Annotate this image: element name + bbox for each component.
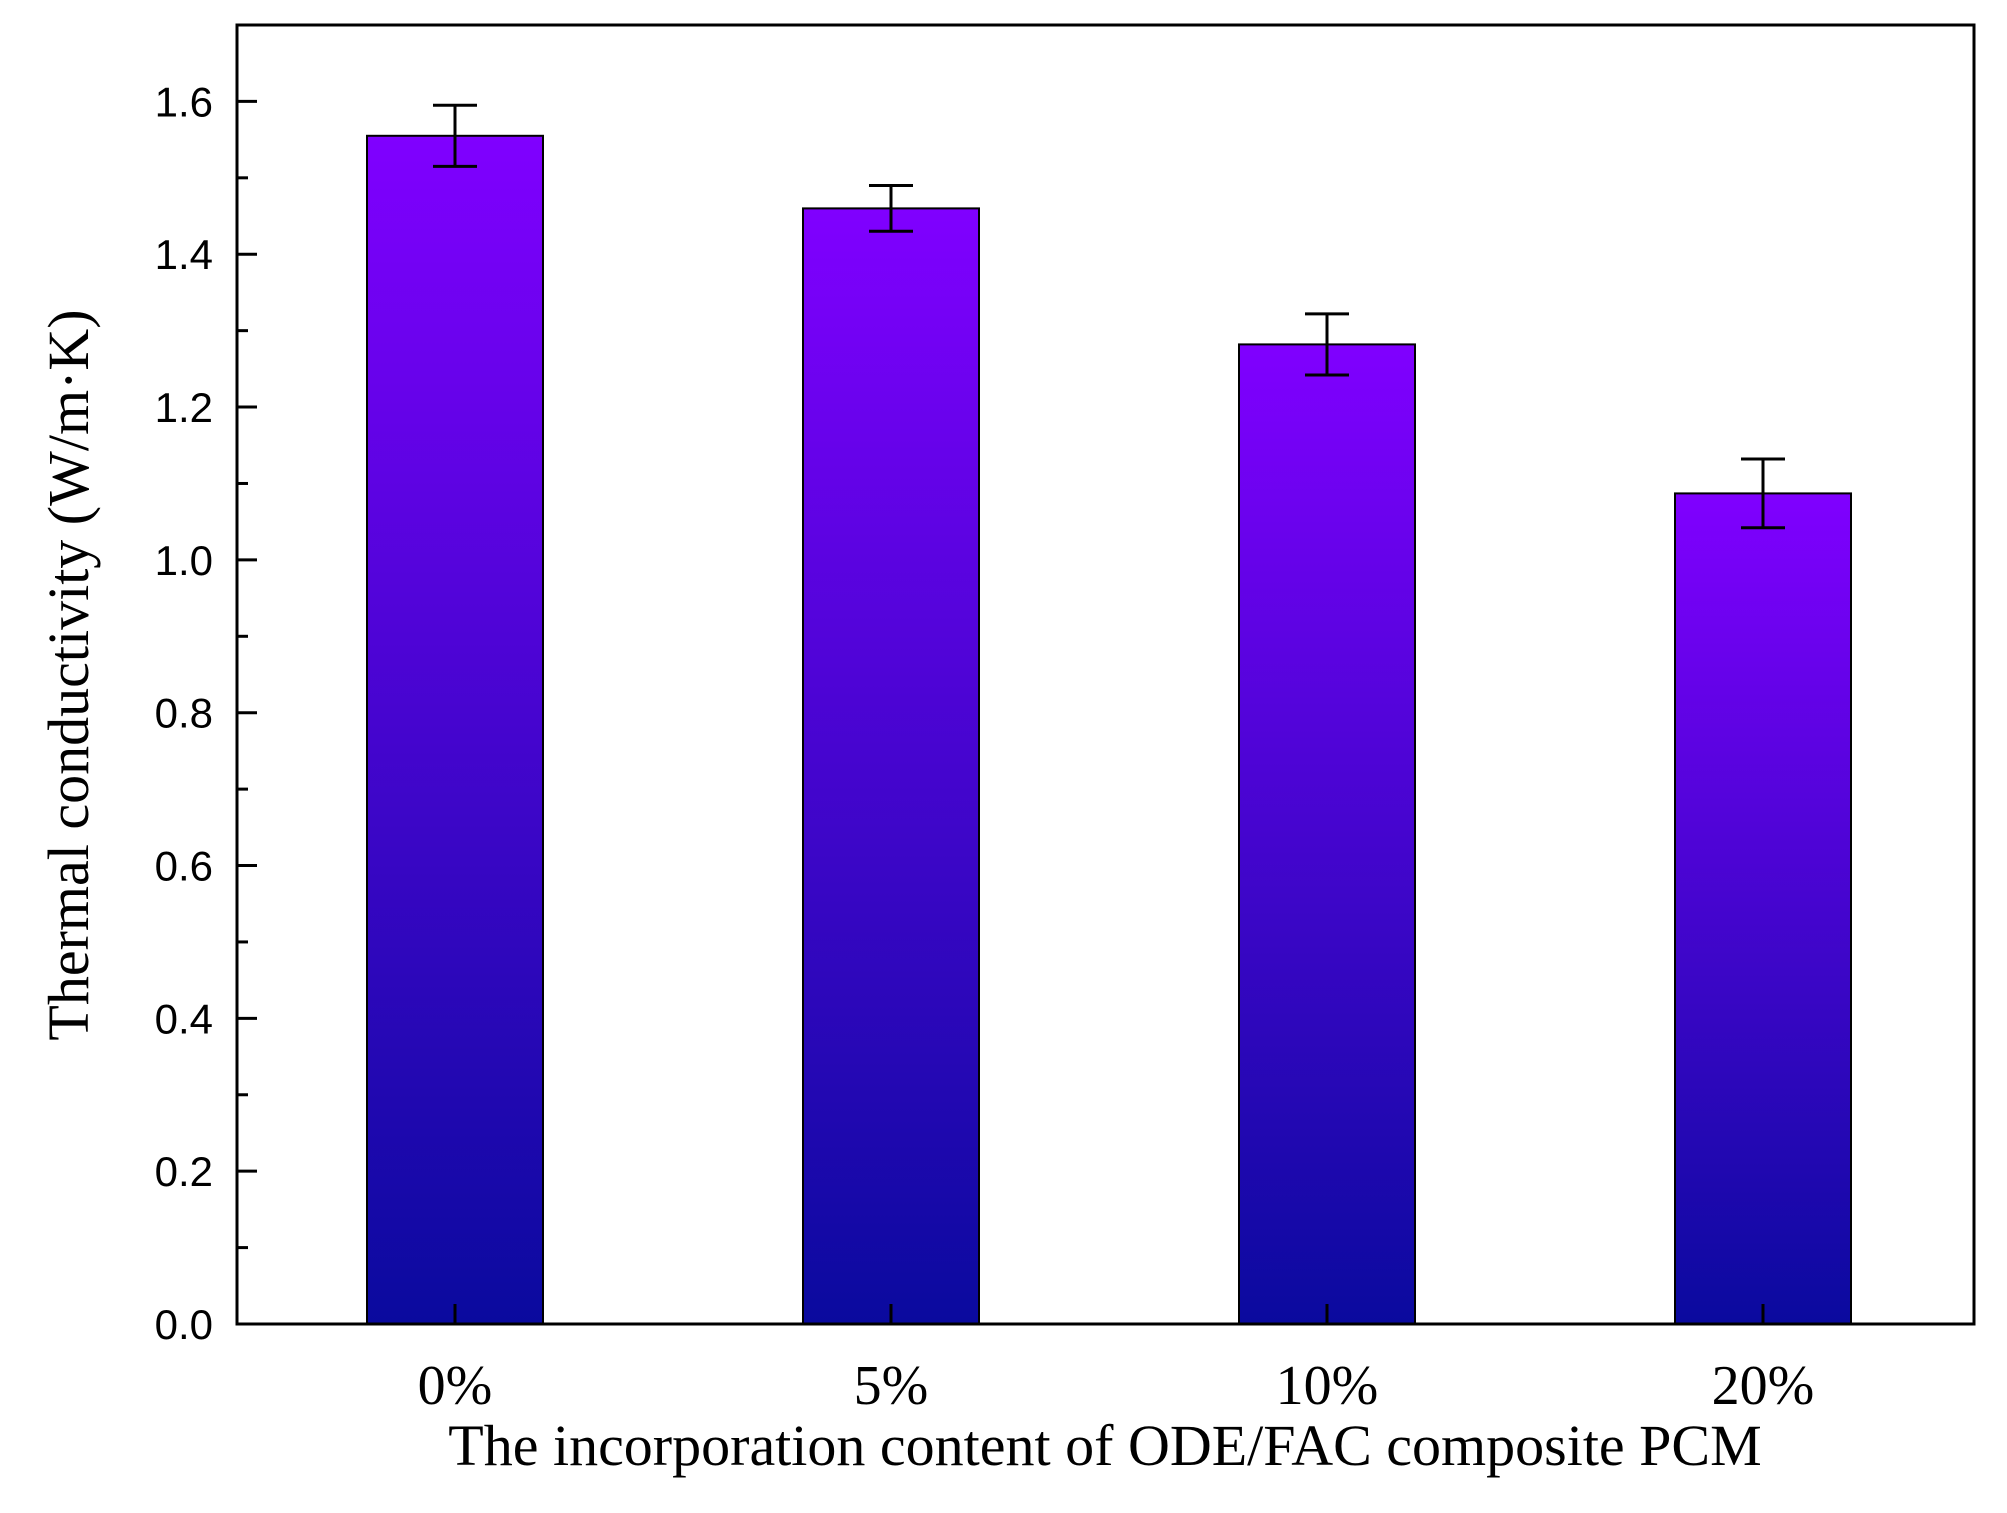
bar-10pct — [1238, 343, 1416, 1325]
error-bar-10pct — [1305, 312, 1349, 377]
y-axis-ticks: 0.0 0.2 0.4 0.6 0.8 1.0 1.2 1.4 1.6 — [155, 78, 257, 1348]
y-tick-label: 0.8 — [155, 690, 213, 737]
y-tick-label: 0.2 — [155, 1148, 213, 1195]
error-bars-layer — [433, 103, 1785, 530]
x-axis-ticks: 0% 5% 10% 20% — [418, 1304, 1815, 1417]
error-bar-20pct — [1741, 457, 1785, 530]
y-tick-label: 1.6 — [155, 78, 213, 125]
y-tick-label: 1.0 — [155, 537, 213, 584]
y-tick-label: 1.4 — [155, 231, 213, 278]
plot-frame — [235, 23, 1976, 1326]
bar-20pct — [1674, 492, 1852, 1325]
x-tick-label: 10% — [1276, 1355, 1379, 1417]
bar-0pct — [366, 134, 544, 1325]
y-axis-title: Thermal conductivity (W/m·K) — [36, 309, 101, 1040]
x-tick-label: 20% — [1712, 1355, 1815, 1417]
x-axis-title: The incorporation content of ODE/FAC com… — [448, 1413, 1761, 1478]
bar-5pct — [802, 207, 980, 1326]
error-bar-5pct — [869, 183, 913, 233]
y-tick-label: 1.2 — [155, 384, 213, 431]
y-tick-label: 0.6 — [155, 843, 213, 890]
bars-layer — [366, 134, 1852, 1326]
y-tick-label: 0.4 — [155, 995, 213, 1042]
x-tick-label: 0% — [418, 1355, 493, 1417]
y-tick-label: 0.0 — [155, 1301, 213, 1348]
x-tick-label: 5% — [854, 1355, 929, 1417]
error-bar-0pct — [433, 103, 477, 168]
